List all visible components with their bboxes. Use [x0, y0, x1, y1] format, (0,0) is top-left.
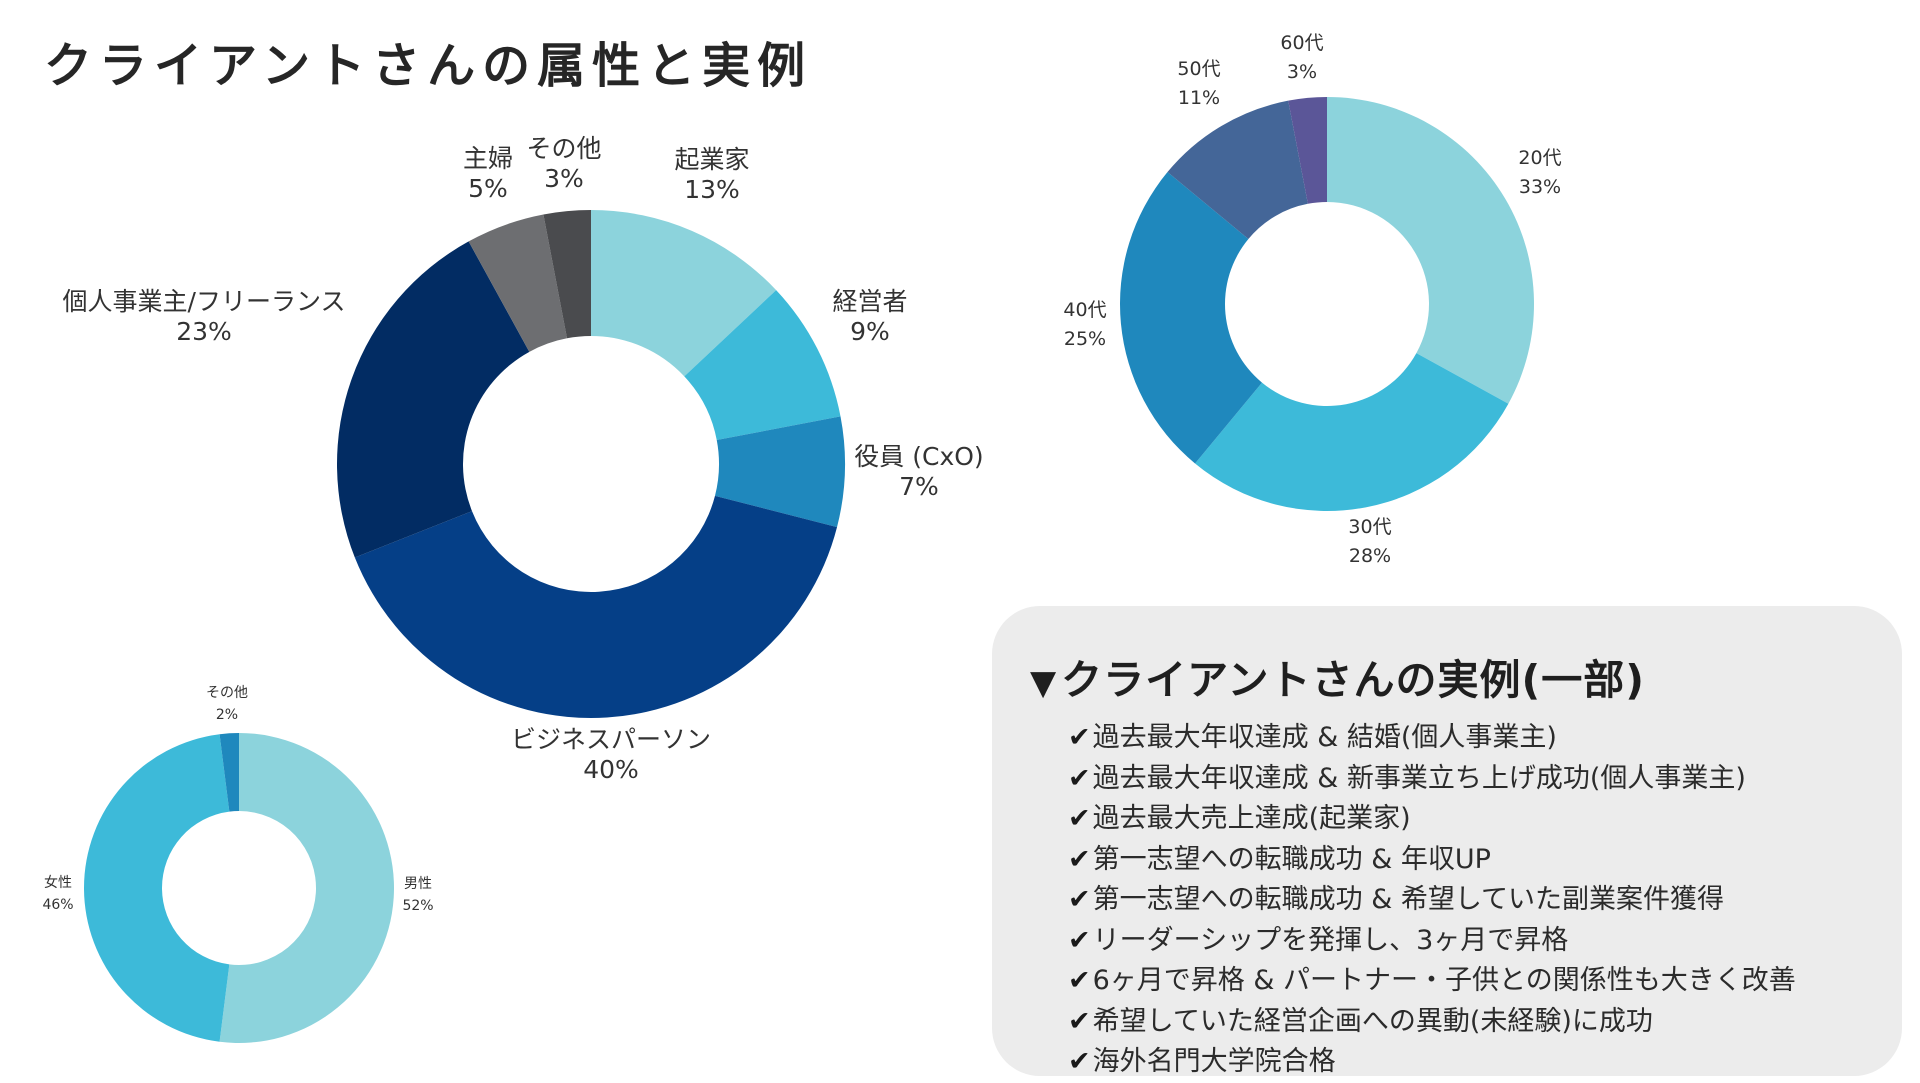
chart-occupation-slice-value-4: 23%: [176, 317, 232, 346]
chart-age-slice-value-0: 33%: [1519, 176, 1561, 198]
chart-gender-slice-label-0: 男性: [404, 876, 432, 892]
chart-age-slice-value-4: 3%: [1287, 61, 1317, 83]
chart-gender-slice-0: [219, 733, 394, 1043]
chart-occupation-slice-label-3: ビジネスパーソン: [511, 725, 711, 754]
case-item: ✔過去最大年収達成 & 新事業立ち上げ成功(個人事業主): [1068, 759, 1902, 800]
case-text: 過去最大年収達成 & 結婚(個人事業主): [1092, 722, 1557, 753]
cases-list: ✔過去最大年収達成 & 結婚(個人事業主) ✔過去最大年収達成 & 新事業立ち上…: [1030, 718, 1902, 1083]
chart-age-slice-label-3: 50代: [1177, 58, 1220, 80]
chart-gender-slice-value-1: 46%: [42, 897, 73, 913]
chart-occupation-slice-1: [684, 290, 841, 441]
chart-age-slice-label-1: 30代: [1348, 516, 1391, 538]
check-icon: ✔: [1068, 965, 1091, 996]
case-item: ✔第一志望への転職成功 & 希望していた副業案件獲得: [1068, 880, 1902, 921]
chart-gender-slice-label-1: 女性: [44, 874, 72, 891]
chart-occupation-slice-0: [591, 210, 777, 377]
chart-gender-slice-value-0: 52%: [402, 898, 433, 914]
case-text: 6ヶ月で昇格 & パートナー・子供との関係性も大きく改善: [1092, 965, 1796, 996]
chart-age-slice-value-3: 11%: [1178, 87, 1220, 109]
chart-age-slice-label-2: 40代: [1063, 299, 1106, 321]
chart-age-slice-2: [1120, 172, 1262, 464]
case-item: ✔希望していた経営企画への異動(未経験)に成功: [1068, 1002, 1902, 1043]
chart-age-slice-value-2: 25%: [1064, 328, 1106, 350]
chart-age-slice-0: [1327, 97, 1535, 404]
chart-occupation-slice-label-4: 個人事業主/フリーランス: [63, 287, 346, 316]
chart-occupation-slice-4: [336, 241, 530, 558]
case-item: ✔第一志望への転職成功 & 年収UP: [1068, 840, 1902, 881]
check-icon: ✔: [1068, 762, 1091, 794]
chart-age-slice-4: [1288, 97, 1327, 204]
chart-occupation-slice-2: [714, 416, 845, 528]
chart-occupation-slice-value-3: 40%: [583, 755, 639, 784]
case-text: 過去最大年収達成 & 新事業立ち上げ成功(個人事業主): [1092, 762, 1746, 794]
case-item: ✔海外名門大学院合格: [1068, 1042, 1902, 1083]
chart-age-slice-label-0: 20代: [1518, 147, 1561, 169]
chart-occupation-slice-label-5: 主婦: [463, 144, 513, 173]
case-text: 希望していた経営企画への異動(未経験)に成功: [1092, 1005, 1653, 1037]
check-icon: ✔: [1068, 884, 1091, 915]
chart-occupation-slice-6: [543, 210, 591, 339]
chart-occupation-slice-value-0: 13%: [684, 175, 740, 204]
case-text: 第一志望への転職成功 & 年収UP: [1092, 843, 1491, 875]
chart-occupation-slice-label-6: その他: [526, 134, 601, 163]
chart-occupation-slice-value-5: 5%: [468, 174, 508, 203]
chart-gender-slice-value-2: 2%: [216, 707, 238, 723]
case-text: 海外名門大学院合格: [1092, 1046, 1336, 1077]
chart-occupation-slice-label-0: 起業家: [674, 145, 749, 174]
case-text: 第一志望への転職成功 & 希望していた副業案件獲得: [1092, 884, 1725, 915]
chart-occupation-slice-value-1: 9%: [850, 317, 890, 346]
chart-age-slice-label-4: 60代: [1280, 32, 1323, 54]
chart-age-slice-value-1: 28%: [1349, 545, 1391, 567]
check-icon: ✔: [1068, 843, 1091, 875]
chart-age-slice-1: [1195, 353, 1509, 512]
check-icon: ✔: [1068, 1005, 1091, 1037]
case-item: ✔6ヶ月で昇格 & パートナー・子供との関係性も大きく改善: [1068, 961, 1902, 1002]
case-text: 過去最大売上達成(起業家): [1092, 803, 1411, 834]
cases-title-text: クライアントさんの実例(一部): [1061, 656, 1645, 704]
chart-age-slice-3: [1167, 100, 1308, 239]
chart-occupation-slice-label-2: 役員 (CxO): [854, 442, 983, 471]
chart-gender-slice-2: [219, 733, 239, 812]
chart-gender-slice-1: [83, 734, 230, 1042]
chart-occupation-slice-5: [468, 214, 568, 352]
check-icon: ✔: [1068, 924, 1091, 956]
page-title: クライアントさんの属性と実例: [44, 38, 813, 94]
case-item: ✔過去最大売上達成(起業家): [1068, 799, 1902, 840]
case-item: ✔リーダーシップを発揮し、3ヶ月で昇格: [1068, 921, 1902, 962]
cases-title: ▼クライアントさんの実例(一部): [1030, 646, 1902, 706]
client-cases-panel: ▼クライアントさんの実例(一部) ✔過去最大年収達成 & 結婚(個人事業主) ✔…: [992, 606, 1902, 1077]
triangle-down-icon: ▼: [1030, 663, 1058, 703]
chart-occupation-slice-value-2: 7%: [899, 472, 939, 501]
check-icon: ✔: [1068, 722, 1091, 753]
chart-occupation-slice-value-6: 3%: [544, 164, 584, 193]
case-item: ✔過去最大年収達成 & 結婚(個人事業主): [1068, 718, 1902, 759]
chart-occupation-slice-3: [354, 495, 838, 719]
chart-occupation-slice-label-1: 経営者: [832, 287, 907, 316]
case-text: リーダーシップを発揮し、3ヶ月で昇格: [1092, 924, 1569, 956]
check-icon: ✔: [1068, 1046, 1091, 1077]
check-icon: ✔: [1068, 803, 1091, 834]
chart-gender-slice-label-2: その他: [206, 685, 248, 701]
